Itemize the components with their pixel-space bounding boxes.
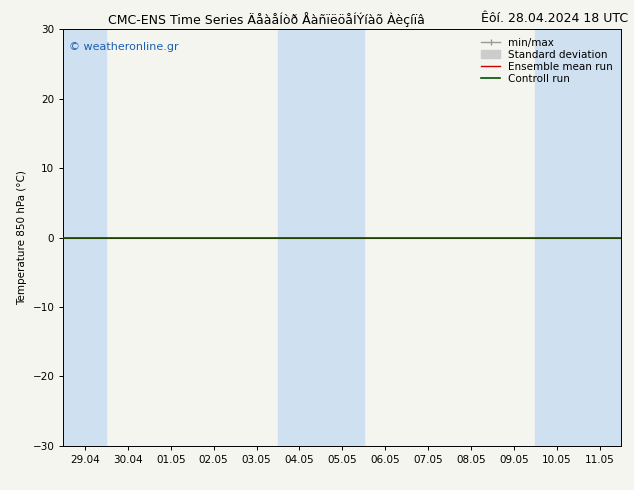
Text: © weatheronline.gr: © weatheronline.gr bbox=[69, 42, 179, 52]
Bar bbox=[536, 29, 621, 446]
Bar bbox=[278, 29, 364, 446]
Bar bbox=[63, 29, 107, 446]
Text: Êôí. 28.04.2024 18 UTC: Êôí. 28.04.2024 18 UTC bbox=[481, 12, 628, 25]
Legend: min/max, Standard deviation, Ensemble mean run, Controll run: min/max, Standard deviation, Ensemble me… bbox=[478, 35, 616, 87]
Text: CMC-ENS Time Series ÄåàåÍòð ÅàñïëöåÍÝíàõ Àèçíïâ: CMC-ENS Time Series ÄåàåÍòð ÅàñïëöåÍÝíàõ… bbox=[108, 12, 425, 27]
Y-axis label: Temperature 850 hPa (°C): Temperature 850 hPa (°C) bbox=[17, 170, 27, 305]
